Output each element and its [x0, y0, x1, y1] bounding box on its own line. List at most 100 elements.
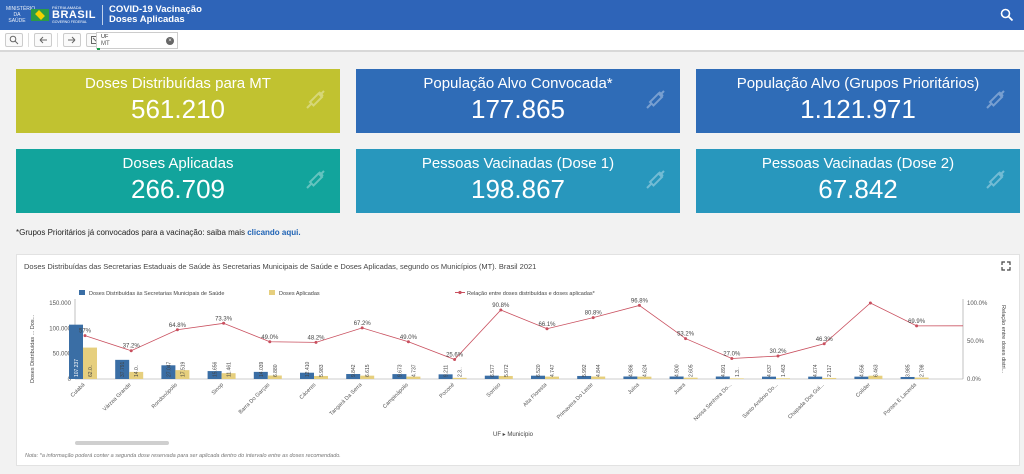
bar-label-distributed: 12.410 — [305, 361, 311, 377]
step-forward-button[interactable] — [63, 33, 81, 47]
expand-icon[interactable] — [1001, 261, 1011, 271]
bar-label-distributed: 6.520 — [536, 364, 542, 377]
bar-applied — [406, 376, 421, 379]
bar-label-applied: 4.844 — [596, 364, 602, 377]
ratio-point — [822, 342, 826, 346]
chart-scrollbar[interactable] — [75, 441, 169, 445]
smart-search-button[interactable] — [5, 33, 23, 47]
bar-distributed — [577, 375, 592, 379]
ratio-label: 48.2% — [307, 335, 325, 341]
bar-label-distributed: 107.237 — [74, 359, 80, 377]
ratio-label: 30.2% — [769, 349, 787, 355]
legend-marker — [458, 290, 462, 295]
syringe-icon — [986, 90, 1005, 109]
ratio-label: 66.1% — [538, 322, 556, 328]
selection-toolbar: UF MT × — [0, 30, 1024, 52]
bar-label-distributed: 27.047 — [166, 361, 172, 377]
bar-applied — [360, 375, 375, 379]
doses-applied-card: Doses Aplicadas 266.709 — [16, 149, 340, 213]
chart-title: Doses Distribuídas das Secretarias Estad… — [24, 262, 537, 271]
ratio-point — [129, 349, 133, 353]
y2-tick-label: 50.0% — [967, 339, 985, 345]
bar-applied — [868, 375, 883, 379]
ratio-point — [915, 324, 919, 328]
bar-distributed — [115, 359, 130, 379]
card-title: Doses Aplicadas — [122, 155, 234, 172]
filter-label: UF — [101, 34, 109, 40]
bar-label-distributed: 5.992 — [582, 364, 588, 377]
bar-label-distributed: 9.673 — [397, 364, 403, 377]
page-title: COVID-19 Vacinação Doses Aplicadas — [109, 5, 202, 25]
y2-tick-label: 0.0% — [967, 377, 981, 383]
bar-label-distributed: 4.891 — [721, 364, 727, 377]
y-tick-label: 100.000 — [49, 326, 71, 332]
legend-label: Doses Distribuídas às Secretarias Munici… — [89, 291, 224, 297]
bar-distributed — [531, 375, 545, 379]
drilldown-path: UF ▸ Município — [493, 432, 534, 438]
ratio-point — [406, 340, 410, 344]
search-icon[interactable] — [1000, 8, 1014, 22]
toolbar-divider-2 — [57, 33, 58, 47]
x-tick-label: Campinápolis — [382, 382, 410, 410]
bar-label-applied: 17.519 — [180, 361, 186, 377]
bar-applied — [914, 377, 929, 379]
ratio-point — [545, 327, 549, 331]
x-tick-label: Várzea Grande — [102, 382, 133, 413]
bar-distributed — [808, 376, 823, 379]
bar-applied — [314, 375, 328, 379]
ratio-label: 96.8% — [631, 298, 649, 304]
vaccinated-dose1-card: Pessoas Vacinadas (Dose 1) 198.867 — [356, 149, 680, 213]
step-back-button[interactable] — [34, 33, 52, 47]
card-title: Pessoas Vacinadas (Dose 1) — [421, 155, 615, 172]
ratio-label: 80.8% — [585, 311, 603, 317]
zoom-icon — [9, 35, 19, 45]
card-value: 177.865 — [471, 94, 565, 124]
card-title: População Alvo Convocada* — [423, 75, 613, 92]
note-link[interactable]: clicando aqui. — [247, 228, 301, 237]
bar-distributed — [346, 374, 361, 379]
ratio-label: 25.6% — [446, 353, 464, 359]
bar-applied — [776, 378, 790, 379]
ratio-label: 90.8% — [492, 303, 510, 309]
bar-label-distributed: 9.842 — [351, 364, 357, 377]
ratio-label: 69.9% — [908, 319, 926, 325]
bar-applied — [822, 377, 837, 379]
ratio-point — [868, 301, 872, 305]
bar-label-applied: 62.0.. — [88, 364, 94, 377]
bar-applied — [452, 377, 467, 379]
bar-distributed — [207, 371, 222, 379]
close-icon[interactable]: × — [166, 37, 174, 45]
ratio-point — [637, 303, 641, 307]
ratio-point — [499, 308, 503, 312]
legend-swatch — [269, 290, 275, 295]
bar-label-applied: 1.463 — [781, 364, 787, 377]
vaccinated-dose2-card: Pessoas Vacinadas (Dose 2) 67.842 — [696, 149, 1020, 213]
bar-label-applied: 4.737 — [411, 364, 417, 377]
ministry-text: MINISTÉRIO DA SAÚDE — [6, 6, 36, 24]
bar-applied — [637, 376, 652, 379]
bar-label-applied: 5.983 — [319, 364, 325, 377]
bar-distributed — [300, 372, 314, 379]
legend-label: Relação entre doses distribuídas e doses… — [467, 291, 596, 297]
target-population-priority-card: População Alvo (Grupos Prioritários) 1.12… — [696, 69, 1020, 133]
x-tick-label: Barra Do Garças — [238, 382, 272, 416]
x-tick-label: Rondonópolis — [151, 382, 179, 410]
bar-label-applied: 2.605 — [689, 364, 695, 377]
card-title: Doses Distribuídas para MT — [85, 75, 271, 92]
bar-distributed — [69, 324, 83, 379]
bar-distributed — [669, 376, 684, 379]
page-title-line1: COVID-19 Vacinação — [108, 4, 202, 15]
uf-filter-chip[interactable]: UF MT × — [96, 32, 178, 50]
x-tick-label: Juara — [673, 382, 688, 397]
ratio-point — [222, 321, 226, 325]
card-value: 198.867 — [471, 174, 565, 204]
bar-label-distributed: 4.637 — [767, 364, 773, 377]
x-tick-label: Santo Antônio Do... — [742, 382, 780, 420]
gov-logo: MINISTÉRIO DA SAÚDE PÁTRIA AMADA BRASIL … — [6, 4, 96, 26]
ratio-label: 64.8% — [169, 323, 187, 329]
card-value: 266.709 — [131, 174, 225, 204]
bar-distributed — [623, 376, 638, 379]
ratio-label: 49.0% — [400, 335, 418, 341]
syringe-icon — [646, 90, 665, 109]
syringe-icon — [306, 170, 325, 189]
